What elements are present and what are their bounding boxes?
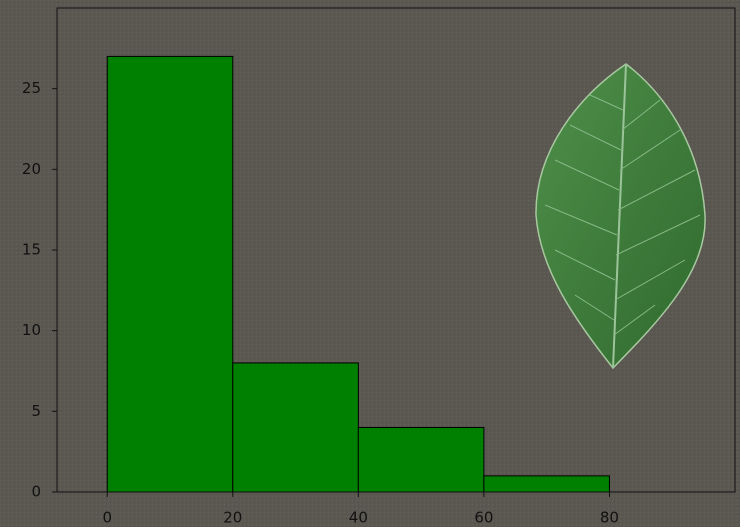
x-tick-label: 80: [600, 509, 619, 527]
y-tick-label: 25: [22, 79, 41, 97]
leaf-image: [535, 63, 706, 370]
bar: [232, 362, 359, 493]
x-tick-label: 60: [474, 509, 493, 527]
bar: [357, 426, 485, 493]
x-tick-label: 40: [349, 509, 368, 527]
y-tick-label: 0: [31, 483, 41, 501]
y-tick-label: 10: [22, 321, 41, 339]
y-tick-label: 15: [22, 241, 41, 259]
y-tick-label: 5: [31, 402, 41, 420]
bar: [106, 55, 234, 493]
y-tick-label: 20: [22, 160, 41, 178]
x-tick-label: 20: [223, 509, 242, 527]
x-tick-label: 0: [102, 509, 112, 527]
bar: [483, 475, 610, 493]
